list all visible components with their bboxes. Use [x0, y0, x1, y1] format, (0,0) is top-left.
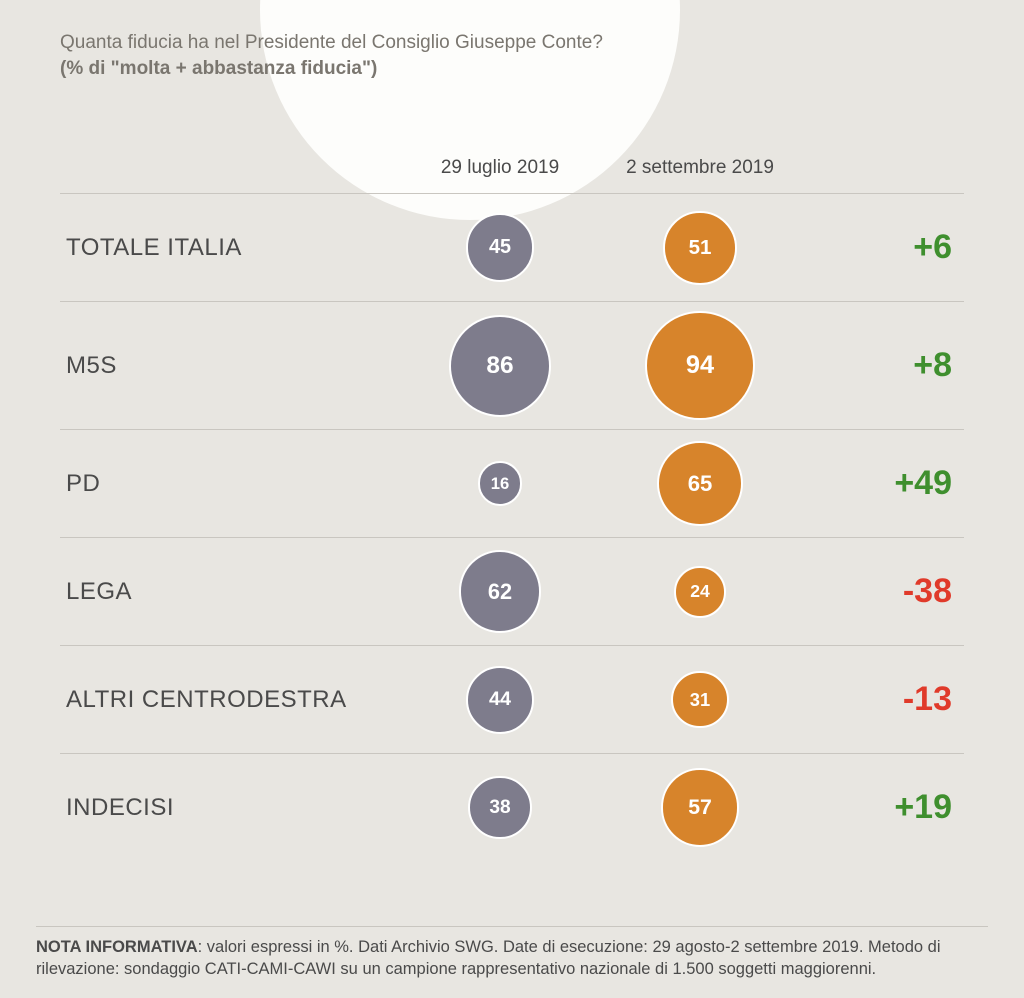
bubble-cell-before: 86: [400, 315, 600, 417]
row-label: LEGA: [60, 578, 400, 606]
bubble-cell-after: 51: [600, 211, 800, 285]
bubble-cell-before: 45: [400, 213, 600, 282]
bubble-cell-after: 57: [600, 768, 800, 847]
value-bubble: 94: [645, 311, 754, 420]
bubble-cell-before: 16: [400, 461, 600, 506]
bubble-cell-after: 65: [600, 441, 800, 526]
value-bubble: 62: [459, 550, 542, 633]
value-bubble: 86: [449, 315, 551, 417]
value-bubble: 16: [478, 461, 523, 506]
delta-value: +19: [800, 788, 964, 827]
table-row: M5S 86 94 +8: [60, 301, 964, 429]
table-row: TOTALE ITALIA 45 51 +6: [60, 193, 964, 301]
row-label: PD: [60, 470, 400, 498]
value-bubble: 45: [466, 213, 535, 282]
value-bubble: 51: [663, 211, 737, 285]
bubble-cell-before: 44: [400, 666, 600, 734]
column-header-date1: 29 luglio 2019: [400, 157, 600, 179]
table-row: INDECISI 38 57 +19: [60, 753, 964, 861]
row-label: ALTRI CENTRODESTRA: [60, 686, 400, 714]
bubble-cell-after: 94: [600, 311, 800, 420]
title-block: Quanta fiducia ha nel Presidente del Con…: [0, 30, 1024, 81]
value-bubble: 44: [466, 666, 534, 734]
delta-value: +49: [800, 464, 964, 503]
row-label: TOTALE ITALIA: [60, 234, 400, 262]
delta-value: +8: [800, 346, 964, 385]
chart-container: Quanta fiducia ha nel Presidente del Con…: [0, 0, 1024, 861]
table-header-row: 29 luglio 2019 2 settembre 2019: [60, 157, 964, 193]
footnote: NOTA INFORMATIVA: valori espressi in %. …: [36, 926, 988, 980]
chart-title: Quanta fiducia ha nel Presidente del Con…: [60, 30, 964, 56]
table-row: LEGA 62 24 -38: [60, 537, 964, 645]
table-row: PD 16 65 +49: [60, 429, 964, 537]
value-bubble: 38: [468, 776, 531, 839]
chart-subtitle: (% di "molta + abbastanza fiducia"): [60, 56, 964, 82]
row-label: INDECISI: [60, 794, 400, 822]
bubble-cell-after: 24: [600, 566, 800, 618]
delta-value: -13: [800, 680, 964, 719]
delta-value: +6: [800, 228, 964, 267]
delta-value: -38: [800, 572, 964, 611]
value-bubble: 24: [674, 566, 726, 618]
bubble-cell-before: 62: [400, 550, 600, 633]
row-label: M5S: [60, 352, 400, 380]
comparison-table: 29 luglio 2019 2 settembre 2019 TOTALE I…: [0, 157, 1024, 861]
column-header-date2: 2 settembre 2019: [600, 157, 800, 179]
value-bubble: 65: [657, 441, 742, 526]
value-bubble: 31: [671, 671, 728, 728]
footnote-lead: NOTA INFORMATIVA: [36, 938, 198, 956]
value-bubble: 57: [661, 768, 740, 847]
bubble-cell-before: 38: [400, 776, 600, 839]
bubble-cell-after: 31: [600, 671, 800, 728]
table-row: ALTRI CENTRODESTRA 44 31 -13: [60, 645, 964, 753]
